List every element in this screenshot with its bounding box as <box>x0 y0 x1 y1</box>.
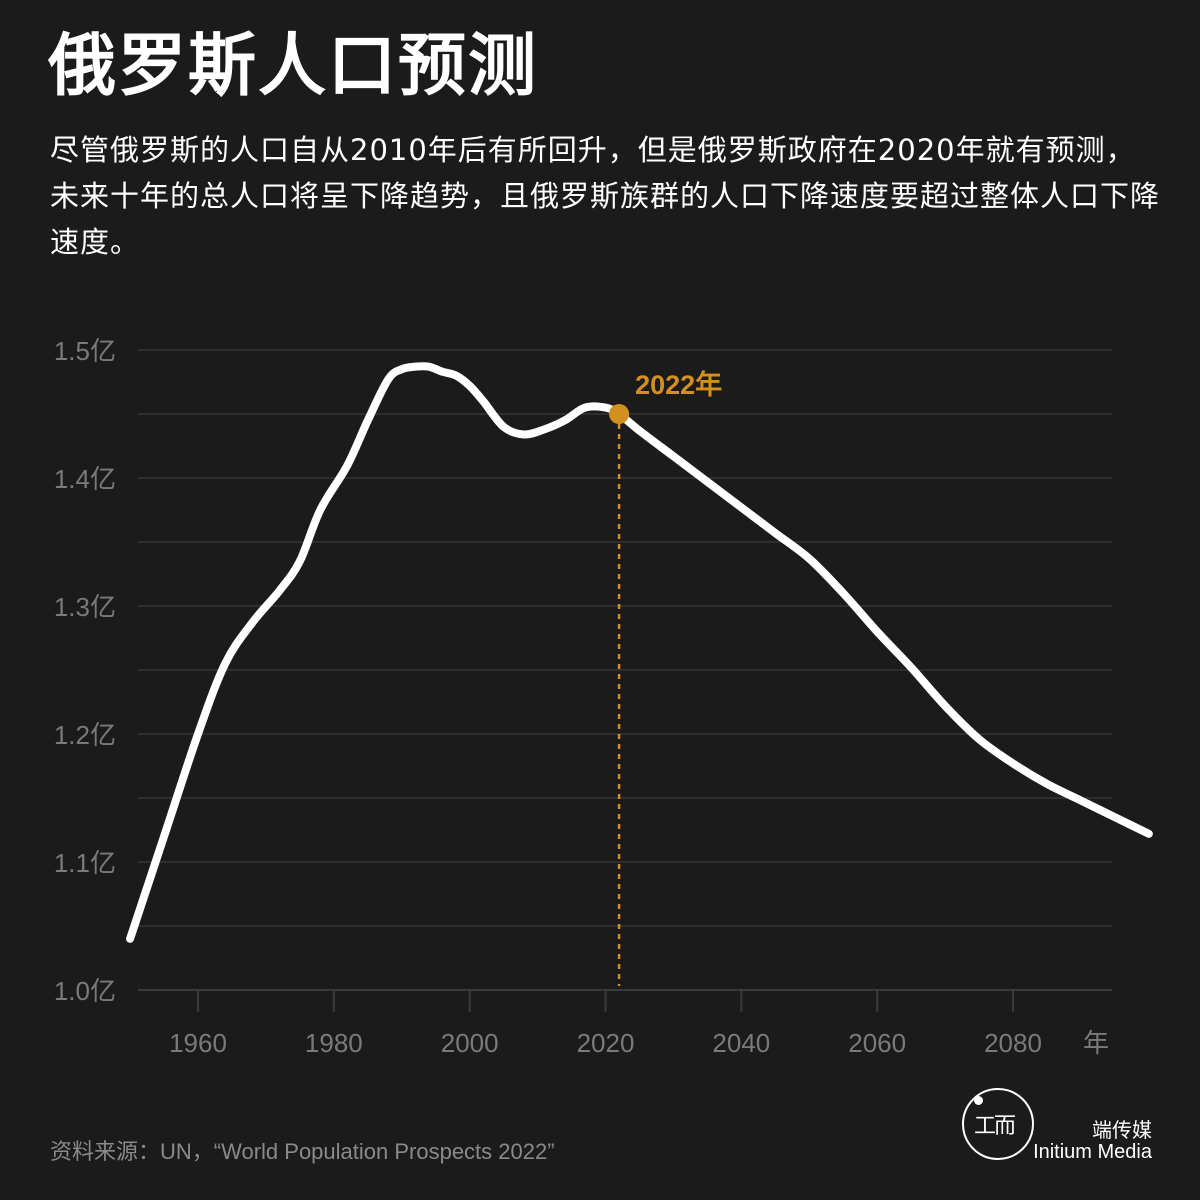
x-tick-label: 1960 <box>169 1028 227 1058</box>
y-tick-label: 1.2亿 <box>54 720 116 750</box>
x-tick-label: 1980 <box>305 1028 363 1058</box>
annotation-marker <box>609 404 630 424</box>
y-tick-label: 1.3亿 <box>54 592 116 622</box>
annotation-label: 2022年 <box>635 369 722 400</box>
y-tick-label: 1.5亿 <box>54 336 116 366</box>
page-title: 俄罗斯人口预测 <box>48 27 539 106</box>
data-source-note: 资料来源：UN，“World Population Prospects 2022… <box>50 1139 555 1164</box>
x-tick-label: 2060 <box>848 1028 906 1058</box>
brand-name-en: Initium Media <box>1033 1141 1152 1163</box>
x-axis-label: 年 <box>1083 1029 1109 1059</box>
x-axis-ticks: 1960 1980 2000 2020 2040 2060 2080 <box>169 990 1042 1058</box>
chart-grid <box>138 349 1112 991</box>
y-tick-label: 1.4亿 <box>54 464 116 494</box>
logo-dot-icon <box>974 1096 983 1105</box>
y-tick-label: 1.1亿 <box>54 848 116 878</box>
y-axis-ticks: 1.0亿 1.1亿 1.2亿 1.3亿 1.4亿 1.5亿 <box>54 336 116 1006</box>
x-tick-label: 2020 <box>577 1028 635 1058</box>
logo-glyph: 工而 <box>974 1114 1016 1139</box>
x-tick-label: 2000 <box>441 1028 499 1058</box>
y-tick-label: 1.0亿 <box>54 976 116 1006</box>
x-tick-label: 2040 <box>712 1028 770 1058</box>
x-tick-label: 2080 <box>984 1028 1042 1058</box>
brand-name-cn: 端传媒 <box>1092 1118 1152 1142</box>
page-subtitle: 尽管俄罗斯的人口自从2010年后有所回升，但是俄罗斯政府在2020年就有预测，未… <box>50 133 1161 259</box>
population-series-line <box>126 362 1153 943</box>
initium-logo: 工而 <box>962 1088 1034 1160</box>
